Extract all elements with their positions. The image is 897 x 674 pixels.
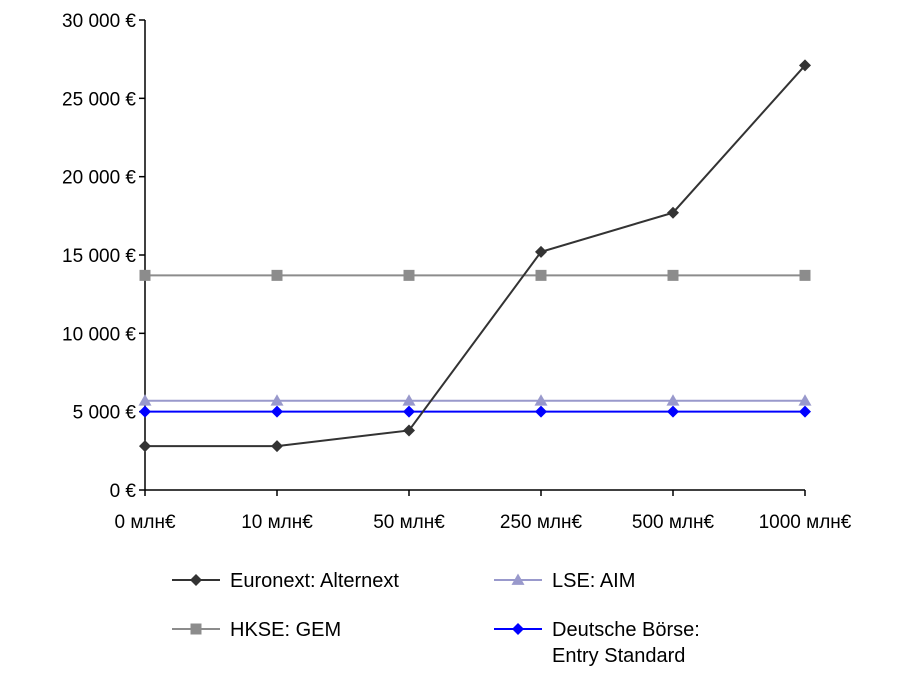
data-point [799,59,811,72]
series-line [145,64,806,448]
x-tick-label: 500 млн€ [632,512,715,533]
data-point [139,440,151,453]
x-tick-label: 50 млн€ [373,512,445,533]
series-2 [139,269,811,281]
data-point [271,440,283,453]
data-point [666,394,680,406]
legend-item-hkse: HKSE: GEM [170,617,341,643]
data-point [667,269,679,281]
data-point [535,269,547,281]
legend-swatch-euronext [172,574,220,586]
y-tick-label: 5 000 € [73,403,137,424]
data-point [534,394,548,406]
data-point [139,405,151,418]
data-point [535,245,547,258]
legend-swatch-hkse [172,623,220,635]
x-tick-label: 0 млн€ [114,512,175,533]
y-tick-label: 10 000 € [62,324,136,345]
data-point [403,269,415,281]
legend-item-deutsche-borse: Deutsche Börse: Entry Standard [492,617,700,669]
data-point [138,394,152,406]
data-point [271,405,283,418]
data-point [139,269,151,281]
data-point [270,394,284,406]
data-point [798,394,812,406]
data-point [667,206,679,219]
legend-swatch-lse [494,573,542,585]
legend-label-lse: LSE: AIM [552,570,636,592]
y-tick-label: 0 € [110,481,137,502]
legend-label-hkse: HKSE: GEM [230,619,342,641]
legend-swatch-deutsche-borse [494,623,542,635]
legend-label-euronext: Euronext: Alternext [230,570,399,592]
legend-label-deutsche-borse: Deutsche Börse: Entry Standard [552,619,700,667]
legend-swatch-marker [190,623,202,635]
y-tick-label: 20 000 € [62,168,136,189]
legend-item-lse: LSE: AIM [492,568,635,594]
data-point [271,269,283,281]
y-tick-label: 25 000 € [62,89,136,110]
y-tick-label: 30 000 € [62,11,136,32]
chart-axes: 0 € 5 000 € 10 000 € 15 000 € 20 000 € 25 000… [62,11,852,533]
series-0 [139,59,811,453]
data-point [799,405,811,418]
series-1 [138,394,812,406]
legend-swatch-marker [511,573,525,585]
data-point [402,394,416,406]
data-point [403,424,415,437]
data-point [535,405,547,418]
legend-swatch-marker [190,574,202,586]
x-tick-label: 1000 млн€ [759,512,852,533]
chart-series [138,59,812,453]
data-point [403,405,415,418]
data-point [667,405,679,418]
legend-item-euronext: Euronext: Alternext [170,568,399,594]
y-tick-label: 15 000 € [62,246,136,267]
series-3 [139,405,811,418]
line-chart: 0 € 5 000 € 10 000 € 15 000 € 20 000 € 25 000… [62,11,852,533]
x-tick-label: 10 млн€ [241,512,313,533]
legend-swatch-marker [512,623,524,635]
x-tick-label: 250 млн€ [500,512,583,533]
data-point [799,269,811,281]
